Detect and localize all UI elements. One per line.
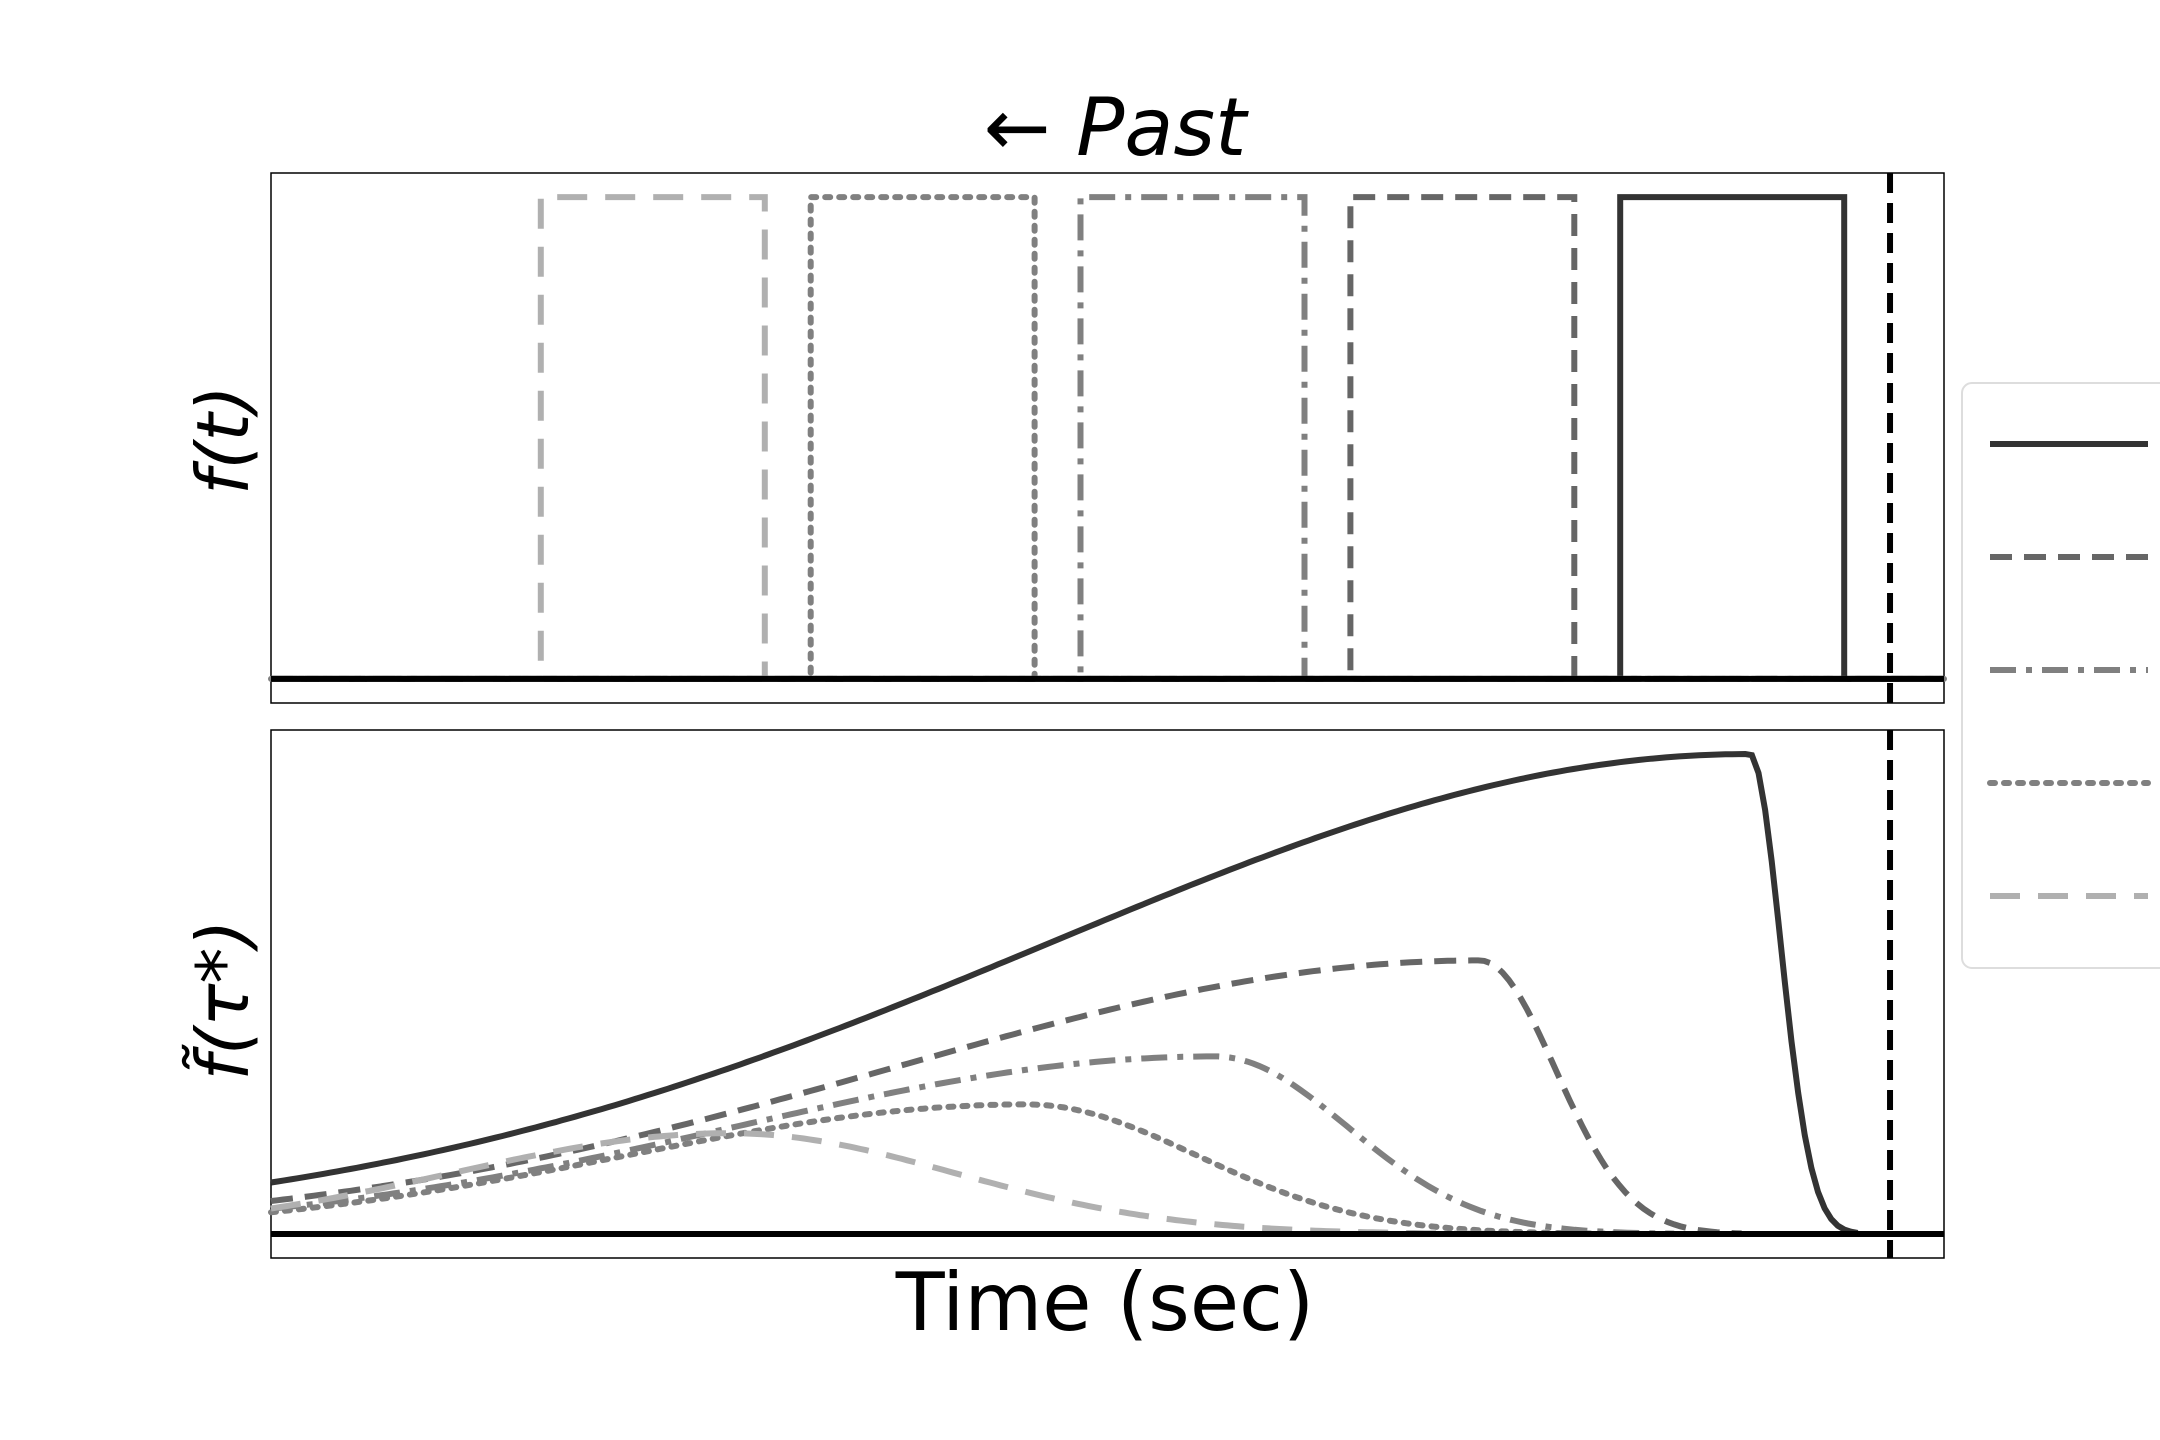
bottom-series-line-dashdot [270, 1053, 1675, 1237]
bottom-series-line-dotted [268, 1101, 1624, 1237]
top-panel [268, 172, 1947, 704]
top-series-line-longdash [271, 194, 1944, 682]
bottom-series-line-solid [270, 750, 1859, 1236]
top-series-line-dashed [271, 194, 1944, 682]
legend-box [1961, 382, 2160, 969]
bottom-series-line-dashed [270, 957, 1742, 1237]
bottom-panel [268, 729, 1945, 1259]
top-y-axis-label: f(t) [181, 385, 265, 495]
top-series-line-dashdot [271, 194, 1944, 682]
top-series-line-solid [271, 194, 1944, 682]
plot-frame [270, 729, 1945, 1259]
chart-title: ← Past [984, 81, 1249, 174]
legend [1961, 382, 2160, 969]
top-series-line-dotted [268, 194, 1947, 682]
x-axis-label: Time (sec) [895, 1256, 1315, 1349]
bottom-y-axis-label: f̃(τ*) [181, 920, 265, 1081]
plot-frame [270, 172, 1945, 704]
bottom-series-line-longdash [270, 1130, 1513, 1237]
